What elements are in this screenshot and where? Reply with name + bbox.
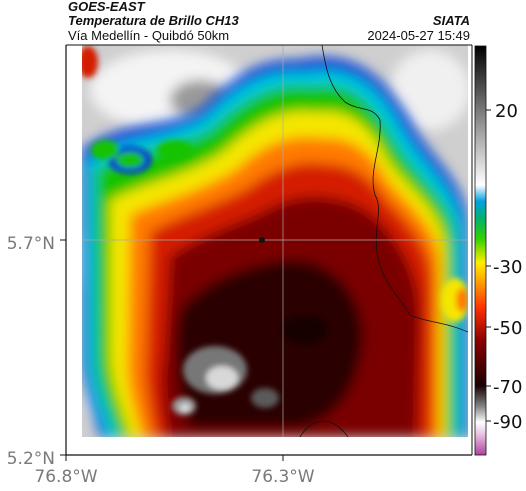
product-title: Temperatura de Brillo CH13 xyxy=(68,13,240,28)
colorbar xyxy=(474,45,491,456)
colorbar-tick-minus30: -30 xyxy=(493,257,522,278)
colorbar-tick-minus90: -90 xyxy=(493,412,522,433)
boundary-line xyxy=(321,45,468,333)
lon-label-1: 76.8°W xyxy=(34,467,97,487)
satellite-title: GOES-EAST xyxy=(68,0,146,14)
agency-title: SIATA xyxy=(433,13,470,28)
satellite-image xyxy=(82,45,468,437)
lon-label-2: 76.3°W xyxy=(251,467,314,487)
lat-label-1: 5.7°N xyxy=(7,234,55,254)
lat-label-2: 5.2°N xyxy=(7,449,55,469)
datetime-title: 2024-05-27 15:49 xyxy=(367,28,470,43)
colorbar-tick-minus50: -50 xyxy=(493,318,522,339)
region-title: Vía Medellín - Quibdó 50km xyxy=(68,28,229,43)
city-marker xyxy=(259,237,265,243)
map-frame xyxy=(60,44,473,461)
colorbar-tick-20: 20 xyxy=(495,101,518,122)
colorbar-tick-minus70: -70 xyxy=(493,377,522,398)
